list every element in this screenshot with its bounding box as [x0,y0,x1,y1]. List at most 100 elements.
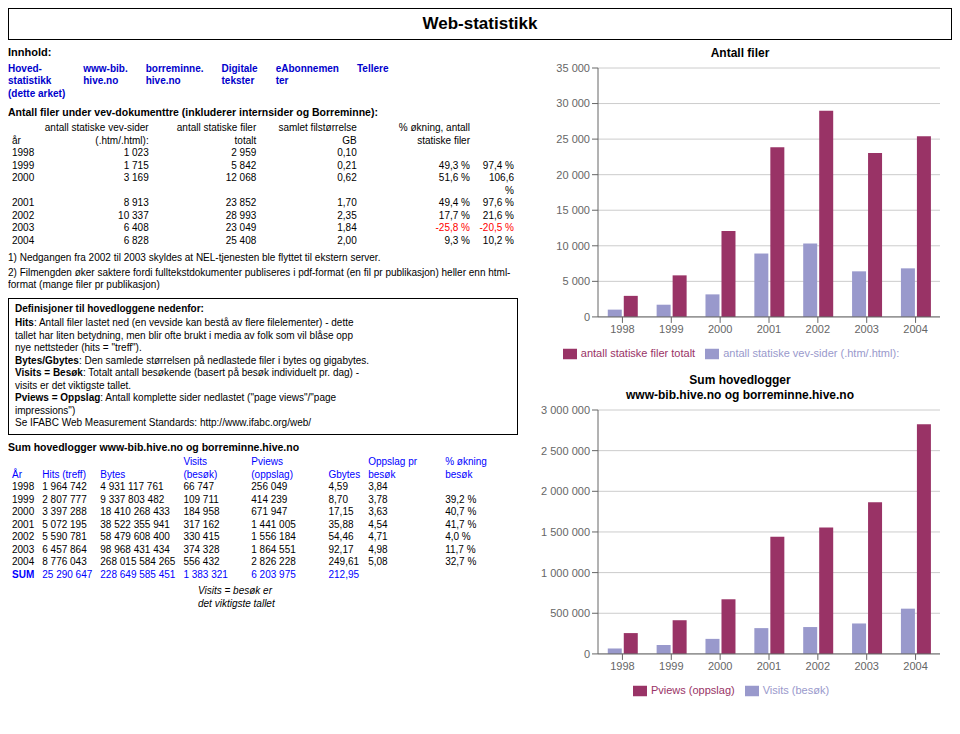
html-text:5 842: 5 842 [231,159,257,171]
html-text:Hits: Antall filer lastet ned: Hits: Antall filer lastet ned (en vevsid… [15,317,354,329]
html-text:3 169: 3 169 [123,172,149,184]
html-text:51,6 %: 51,6 % [438,172,470,184]
svg-text:2003: 2003 [854,323,878,335]
svg-text:1 000 000: 1 000 000 [541,567,590,579]
html-text:9,3 %: 9,3 % [444,234,470,246]
svg-text:0: 0 [584,311,590,323]
html-text:8 913: 8 913 [123,197,149,209]
html-text:Visits (besøk): Visits (besøk) [762,684,830,697]
svg-text:2 500 000: 2 500 000 [541,445,590,457]
svg-text:2003: 2003 [854,660,878,672]
html-text:Visits = besøk er det viktigst: Visits = besøk er det viktigste tallet [198,585,275,609]
html-text:97,4 %: 97,4 % [482,159,514,171]
html-text:2004: 2004 [12,234,35,246]
html-text:borreminne. hive.no: borreminne. hive.no [145,62,204,87]
svg-text:25 000: 25 000 [556,133,590,145]
svg-text:2004: 2004 [903,323,927,335]
svg-text:2002: 2002 [806,660,830,672]
html-text:1,70: 1,70 [337,197,357,209]
svg-text:10 000: 10 000 [556,240,590,252]
html-text:2003: 2003 [12,222,35,234]
html-text:Digitale tekster: Digitale tekster [221,62,258,87]
html-text:23 852: 23 852 [225,197,257,209]
html-text:Hoved- statistikk (dette arket: Hoved- statistikk (dette arket) [8,62,66,99]
html-text:antall statiske filer totalt: antall statiske filer totalt [580,347,696,360]
html-text:tallet har liten betydning, me: tallet har liten betydning, men blir oft… [15,329,353,341]
html-text:10,2 %: 10,2 % [482,234,514,246]
html-text:1) Nedgangen fra 2002 til 2003: 1) Nedgangen fra 2002 til 2003 skyldes a… [8,252,381,264]
html-text:2000: 2000 [12,172,35,184]
html-text:28 993: 28 993 [225,209,257,221]
html-text:eAbonnemen ter: eAbonnemen ter [275,62,339,87]
svg-text:2001: 2001 [757,660,781,672]
svg-text:1998: 1998 [610,323,634,335]
html-text:Tellere: Tellere [357,62,389,74]
html-text:6 408: 6 408 [123,222,149,234]
svg-text:3 000 000: 3 000 000 [541,404,590,416]
html-text:Oppslag pr besøk: Oppslag pr besøk [368,456,418,480]
html-text:Pviews (oppslag): Pviews (oppslag) [650,684,735,697]
svg-text:1998: 1998 [610,660,634,672]
html-text:% økning, antall statiske file: % økning, antall statiske filer [398,122,470,146]
svg-text:2001: 2001 [757,323,781,335]
html-text:2002: 2002 [12,209,35,221]
html-text:2) Filmengden øker saktere for: 2) Filmengden øker saktere fordi fulltek… [8,266,511,291]
svg-text:1999: 1999 [659,323,683,335]
html-text:samlet filstørrelse GB: samlet filstørrelse GB [278,122,357,146]
html-text:-25,8 %: -25,8 % [435,222,470,234]
html-text:antall statiske filer totalt: antall statiske filer totalt [176,122,257,146]
html-text:antall statiske vev-sider (.ht: antall statiske vev-sider (.htm/.html): [723,347,900,360]
html-text:Definisjoner til hovedloggene: Definisjoner til hovedloggene nedenfor: [15,302,204,314]
html-text:6 828: 6 828 [123,234,149,246]
html-text:1998: 1998 [12,147,35,159]
html-text:0,21: 0,21 [337,159,357,171]
html-text:97,6 %: 97,6 % [482,197,514,209]
html-text:www-bib. hive.no: www-bib. hive.no [83,62,128,87]
html-text:antall statiske vev-sider (.ht: antall statiske vev-sider (.htm/.html): [44,122,149,146]
svg-text:2000: 2000 [708,660,732,672]
svg-text:500 000: 500 000 [550,607,590,619]
svg-text:20 000: 20 000 [556,169,590,181]
html-text:23 049: 23 049 [225,222,257,234]
html-text:12 068: 12 068 [225,172,257,184]
html-text:Sum hovedlogger www-bib.hive.n: Sum hovedlogger www-bib.hive.no og borre… [8,440,300,453]
html-text:1,84: 1,84 [337,222,357,234]
html-text:2,00: 2,00 [337,234,357,246]
svg-text:1 500 000: 1 500 000 [541,526,590,538]
svg-text:30 000: 30 000 [556,98,590,110]
svg-text:15 000: 15 000 [556,205,590,217]
html-text:2001: 2001 [12,197,35,209]
html-text:0,62: 0,62 [337,172,357,184]
html-text:nye nettsteder (hits = "treff": nye nettsteder (hits = "treff"). [15,342,142,354]
html-text:1 023: 1 023 [123,147,149,159]
html-text:Innhold:: Innhold: [8,46,52,58]
svg-text:0: 0 [584,648,590,660]
html-text:0,10: 0,10 [337,147,357,159]
svg-text:2004: 2004 [903,660,927,672]
html-text:49,4 %: 49,4 % [438,197,470,209]
html-text:106,6 %: 106,6 % [489,172,514,196]
html-text:Antall filer: Antall filer [710,46,770,60]
html-text:% økning besøk: % økning besøk [445,456,487,480]
html-text:21,6 %: 21,6 % [482,209,514,221]
html-text:Visits (besøk): Visits (besøk) [183,456,218,480]
html-text:Web-statistikk: Web-statistikk [422,14,538,33]
svg-text:2000: 2000 [708,323,732,335]
html-text:25 408: 25 408 [225,234,257,246]
svg-text:1999: 1999 [659,660,683,672]
html-text:2,35: 2,35 [337,209,357,221]
html-text:1 715: 1 715 [123,159,149,171]
html-text:10 337: 10 337 [118,209,149,221]
html-text:49,3 %: 49,3 % [438,159,470,171]
svg-text:35 000: 35 000 [556,62,590,74]
html-text:Pviews (oppslag): Pviews (oppslag) [251,456,293,480]
html-text:1999: 1999 [12,159,35,171]
svg-text:5 000: 5 000 [562,276,590,288]
html-text:Antall filer under vev-dokumen: Antall filer under vev-dokumenttre (inkl… [8,106,378,119]
html-text:2 959: 2 959 [231,147,257,159]
svg-text:2002: 2002 [806,323,830,335]
html-text:-20,5 %: -20,5 % [479,222,514,234]
html-text:17,7 %: 17,7 % [438,209,470,221]
svg-text:2 000 000: 2 000 000 [541,485,590,497]
html-text:Sum hovedlogger www-bib.hive.n: Sum hovedlogger www-bib.hive.no og borre… [626,373,854,402]
